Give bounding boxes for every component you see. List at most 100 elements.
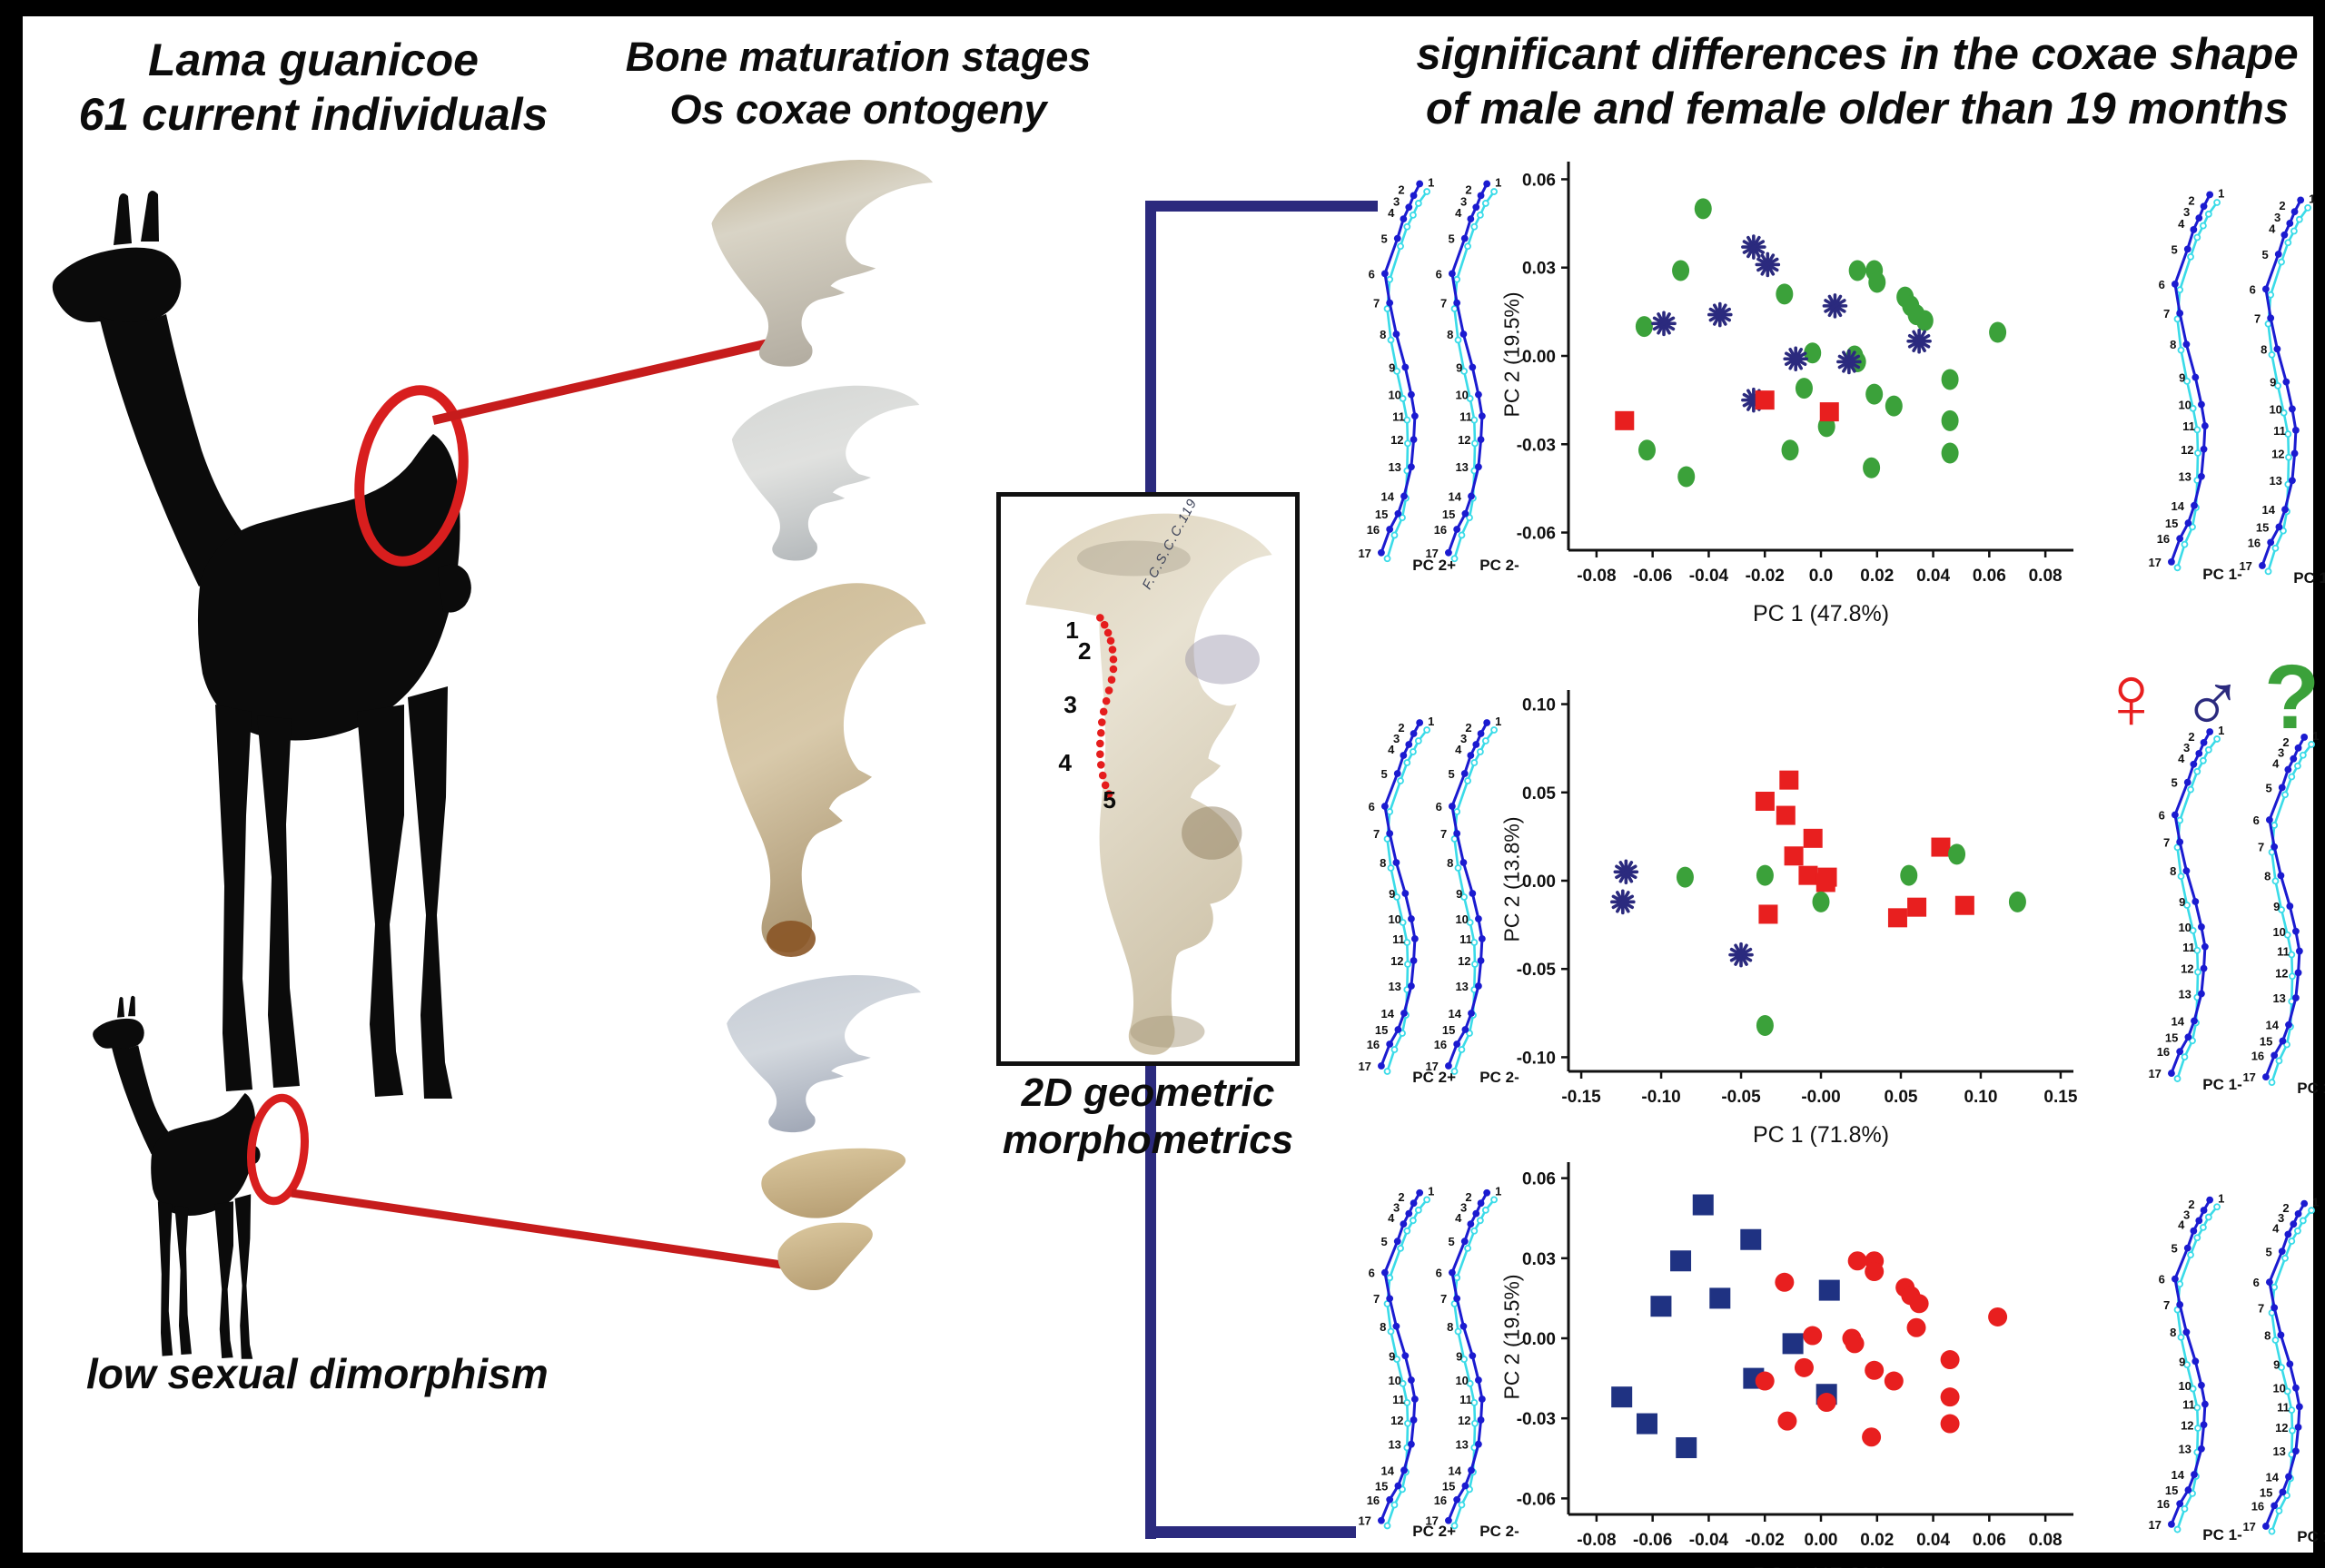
wireframe-point-number: 7 — [1440, 297, 1447, 311]
wireframe-point-number: 12 — [1458, 433, 1470, 447]
left-title: Lama guanicoe 61 current individuals — [59, 33, 568, 142]
wireframe-point-number: 11 — [1392, 409, 1405, 423]
wireframe-point-number: 17 — [2242, 1070, 2255, 1084]
wireframe-point-number: 15 — [2165, 517, 2178, 530]
wireframe-point-number: 1 — [1428, 175, 1434, 189]
data-point-female — [1755, 390, 1775, 410]
wireframe-point-number: 9 — [2270, 376, 2276, 390]
landmark-dot — [1096, 728, 1105, 737]
wireframe-point-number: 14 — [1449, 1464, 1462, 1477]
wireframe-point-number: 17 — [2242, 1520, 2255, 1533]
data-point-unknown — [1868, 271, 1886, 293]
y-tick-label: 0.03 — [1522, 1250, 1556, 1269]
wireframe-point-number: 8 — [1447, 856, 1453, 870]
wireframe-point-number: 13 — [1388, 980, 1400, 993]
wireframe-point-number: 1 — [1495, 715, 1501, 728]
x-tick-label: -0.10 — [1641, 1088, 1680, 1107]
wireframe-point-number: 14 — [2266, 1470, 2280, 1484]
wireframe-point-number: 3 — [2274, 211, 2280, 224]
wireframe-point-number: 2 — [1465, 1190, 1471, 1204]
data-point-female — [1906, 1317, 1926, 1337]
specimen-shading-3 — [1182, 806, 1242, 860]
wireframe-point-number: 12 — [2181, 1418, 2193, 1432]
data-point-female — [1887, 908, 1907, 928]
wireframe-point-number: 1 — [1495, 1185, 1501, 1198]
landmark-dot — [1097, 718, 1106, 726]
wireframe-point-number: 1 — [2309, 192, 2315, 205]
wireframe-point-number: 9 — [2273, 1357, 2280, 1371]
data-point-unknown — [1637, 439, 1656, 461]
wireframe-point-number: 12 — [2271, 447, 2284, 460]
data-points — [1610, 770, 2026, 1036]
wireframe-point-number: 12 — [2181, 443, 2193, 457]
wireframe-label: PC 2+ — [1412, 1523, 1456, 1540]
wireframe-point-number: 13 — [2178, 1443, 2191, 1456]
bone-stage-2 — [731, 385, 920, 561]
wireframe-point-number: 10 — [1455, 912, 1468, 926]
wireframe-point-number: 8 — [1380, 1320, 1386, 1334]
wireframe-point-number: 7 — [2258, 841, 2264, 854]
data-point-female — [1615, 410, 1635, 430]
wireframe-point-number: 17 — [1358, 547, 1370, 560]
data-point-male — [1822, 293, 1848, 319]
data-point-male — [1651, 311, 1677, 337]
data-point-male — [1692, 1194, 1714, 1216]
wireframe-point-number: 13 — [2272, 991, 2285, 1005]
wireframe-point-number: 8 — [2261, 342, 2267, 356]
wireframe-point-number: 17 — [1358, 1514, 1370, 1528]
y-tick-label: 0.05 — [1522, 784, 1556, 804]
wireframe-point-number: 3 — [1393, 194, 1400, 208]
wireframe-label: PC 1+ — [2297, 1080, 2325, 1097]
right-title-line1: significant differences in the coxae sha… — [1416, 30, 2299, 79]
landmark-dot — [1107, 676, 1116, 684]
landmark-dot — [1109, 655, 1118, 664]
bone-stage-3-epiphysis — [767, 921, 816, 957]
data-point-unknown — [1948, 843, 1966, 865]
wireframe-point-number: 7 — [2163, 1298, 2170, 1312]
data-point-unknown — [1885, 395, 1903, 417]
data-point-male — [1613, 859, 1639, 885]
data-point-female — [1794, 1357, 1814, 1377]
wireframe-point-number: 15 — [1375, 508, 1388, 521]
wireframe-label: PC 2+ — [1412, 1069, 1456, 1086]
data-point-male — [1906, 328, 1932, 354]
data-point-female — [1940, 1414, 1960, 1434]
data-point-male — [1783, 346, 1809, 372]
wireframe-point-number: 16 — [1367, 523, 1380, 537]
data-point-male — [1740, 1228, 1762, 1250]
landmark-dot — [1101, 781, 1110, 790]
landmark-number: 1 — [1065, 616, 1079, 644]
landmark-dot — [1096, 750, 1104, 758]
wireframe-point-number: 5 — [2266, 1245, 2272, 1258]
wireframe-point-number: 8 — [1380, 328, 1386, 341]
pca-scatter-pca_bottom: 0.06 0.03 0.00 -0.03 -0.06 -0.08 -0.06 -0.04 -0.… — [1517, 1162, 2073, 1550]
wireframe-point-number: 8 — [2264, 869, 2271, 883]
wireframe-point-number: 11 — [2273, 424, 2286, 438]
data-point-unknown — [1756, 1014, 1774, 1036]
wireframe-point-number: 4 — [2272, 757, 2280, 771]
wireframe-point-number: 4 — [2272, 1221, 2280, 1235]
wireframe-point-number: 6 — [2250, 282, 2256, 296]
wireframe-point-number: 14 — [2262, 503, 2276, 517]
wireframe-point-number: 3 — [2183, 205, 2190, 219]
landmark-dot — [1103, 628, 1113, 637]
data-point-unknown — [1989, 321, 2007, 343]
wireframe-point-number: 11 — [1392, 1393, 1405, 1406]
data-point-unknown — [1812, 891, 1830, 912]
data-point-female — [1865, 1262, 1885, 1282]
wireframe-point-number: 16 — [1367, 1494, 1380, 1507]
y-tick-label: 0.06 — [1522, 171, 1556, 190]
data-point-unknown — [1900, 864, 1918, 886]
wireframe-point-number: 3 — [2183, 741, 2190, 754]
wireframe-label: PC 2- — [1479, 1523, 1519, 1540]
data-point-female — [1931, 837, 1951, 857]
wireframe-point-number: 12 — [2275, 1421, 2288, 1435]
y-tick-label: 0.10 — [1522, 696, 1556, 715]
wireframe-point-number: 11 — [1459, 1393, 1472, 1406]
data-points — [1615, 198, 2007, 488]
